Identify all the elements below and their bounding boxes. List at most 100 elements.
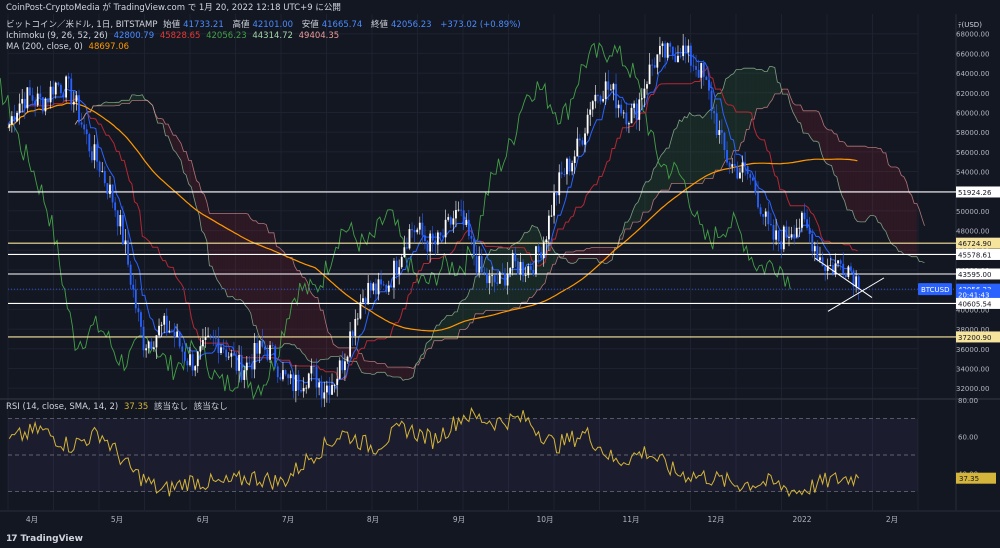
candle-body	[821, 257, 824, 267]
candle-body	[300, 390, 302, 392]
cloud-segment	[330, 334, 334, 357]
candle-body	[612, 83, 615, 90]
time-axis[interactable]: 4月 5月 6月 7月 8月 9月 10月 11月 12月 2022 2月	[26, 515, 898, 524]
time-tick-label: 8月	[367, 515, 379, 524]
cloud-segment	[702, 115, 706, 184]
candle-body	[635, 103, 638, 120]
cloud-segment	[201, 192, 205, 234]
candle-body	[702, 63, 705, 77]
cloud-segment	[410, 367, 414, 379]
candle-body	[44, 98, 47, 112]
cloud-segment	[860, 146, 863, 222]
candle-body	[23, 98, 26, 109]
candle-body	[424, 235, 426, 242]
candle-body	[829, 265, 832, 266]
candle-body	[367, 282, 370, 305]
candle-body	[287, 374, 290, 379]
price-tick-label: 62000.00	[956, 90, 989, 98]
rsi-legend[interactable]: RSI (14, close, SMA, 14, 2) 37.35 該当なし 該…	[6, 402, 228, 412]
publisher-line: CoinPost-CryptoMedia が TradingView.com で…	[6, 3, 341, 13]
cloud-segment	[299, 270, 303, 353]
cloud-segment	[890, 166, 894, 246]
candle-body	[811, 234, 814, 252]
cloud-segment	[666, 148, 669, 191]
candle-body	[643, 88, 646, 99]
candle-body	[39, 93, 42, 98]
candle-body	[111, 184, 114, 203]
symbol-tag-bg	[918, 283, 952, 296]
candle-body	[653, 65, 656, 68]
cloud-segment	[121, 100, 125, 104]
candle-body	[248, 362, 251, 364]
cloud-segment	[844, 142, 848, 211]
candle-body	[491, 275, 493, 277]
cloud-segment	[317, 297, 321, 363]
cloud-segment	[359, 353, 362, 373]
cloud-segment	[232, 213, 236, 300]
cloud-segment	[829, 129, 832, 166]
cloud-segment	[312, 295, 316, 363]
cloud-segment	[888, 164, 891, 244]
candle-body	[545, 239, 548, 243]
cloud-segment	[903, 176, 907, 255]
candle-body	[426, 241, 429, 252]
candle-body	[767, 211, 770, 225]
candle-body	[245, 362, 248, 371]
candle-body	[640, 98, 643, 100]
ma-legend[interactable]: MA (200, close, 0) 48697.06	[6, 42, 130, 52]
candle-body	[826, 265, 829, 271]
cloud-segment	[106, 101, 109, 106]
rsi-tick-label: 60.00	[958, 434, 978, 442]
cloud-segment	[377, 363, 380, 373]
ichimoku-legend[interactable]: Ichimoku (9, 26, 52, 26) 42800.79 45828.…	[6, 31, 340, 41]
candle-body	[106, 183, 109, 195]
candle-body	[240, 355, 243, 380]
candle-body	[411, 229, 413, 231]
cloud-segment	[227, 213, 231, 297]
candle-body	[158, 325, 160, 336]
cloud-segment	[426, 341, 429, 351]
candle-body	[217, 338, 220, 353]
cloud-segment	[320, 310, 323, 360]
candle-body	[764, 211, 767, 217]
candle-body	[591, 101, 594, 110]
candle-body	[78, 95, 80, 123]
cloud-segment	[756, 69, 760, 109]
cloud-segment	[637, 195, 641, 223]
cloud-segment	[769, 66, 773, 104]
cloud-segment	[403, 367, 406, 381]
rsi-last-value: 37.35	[959, 475, 979, 483]
cloud-segment	[165, 124, 169, 137]
candle-body	[806, 219, 808, 228]
price-tick-label: 48000.00	[956, 228, 989, 236]
cloud-segment	[663, 148, 667, 191]
price-tick-label: 58000.00	[956, 129, 989, 137]
cloud-segment	[387, 367, 391, 376]
cloud-segment	[529, 225, 533, 298]
candle-body	[473, 238, 475, 257]
cloud-segment	[273, 232, 277, 349]
cloud-segment	[893, 166, 897, 247]
cloud-segment	[480, 267, 484, 314]
cloud-segment	[328, 332, 331, 360]
candle-body	[145, 348, 148, 351]
price-tick-label: 40000.00	[956, 306, 989, 314]
candle-body	[715, 113, 718, 135]
candle-body	[682, 45, 685, 57]
candle-body	[416, 229, 419, 233]
candle-body	[214, 336, 217, 339]
cloud-segment	[113, 102, 117, 106]
candle-body	[529, 266, 532, 270]
candle-body	[609, 89, 612, 91]
candle-body	[395, 260, 398, 275]
candle-body	[132, 284, 135, 290]
candle-body	[186, 360, 189, 366]
tradingview-brand[interactable]: 𝟭𝟳 TradingView	[6, 534, 83, 544]
cloud-segment	[738, 69, 742, 151]
cloud-segment	[656, 159, 659, 198]
candle-body	[163, 315, 166, 325]
candle-body	[276, 366, 279, 378]
cloud-segment	[898, 168, 902, 252]
candle-body	[527, 266, 530, 276]
